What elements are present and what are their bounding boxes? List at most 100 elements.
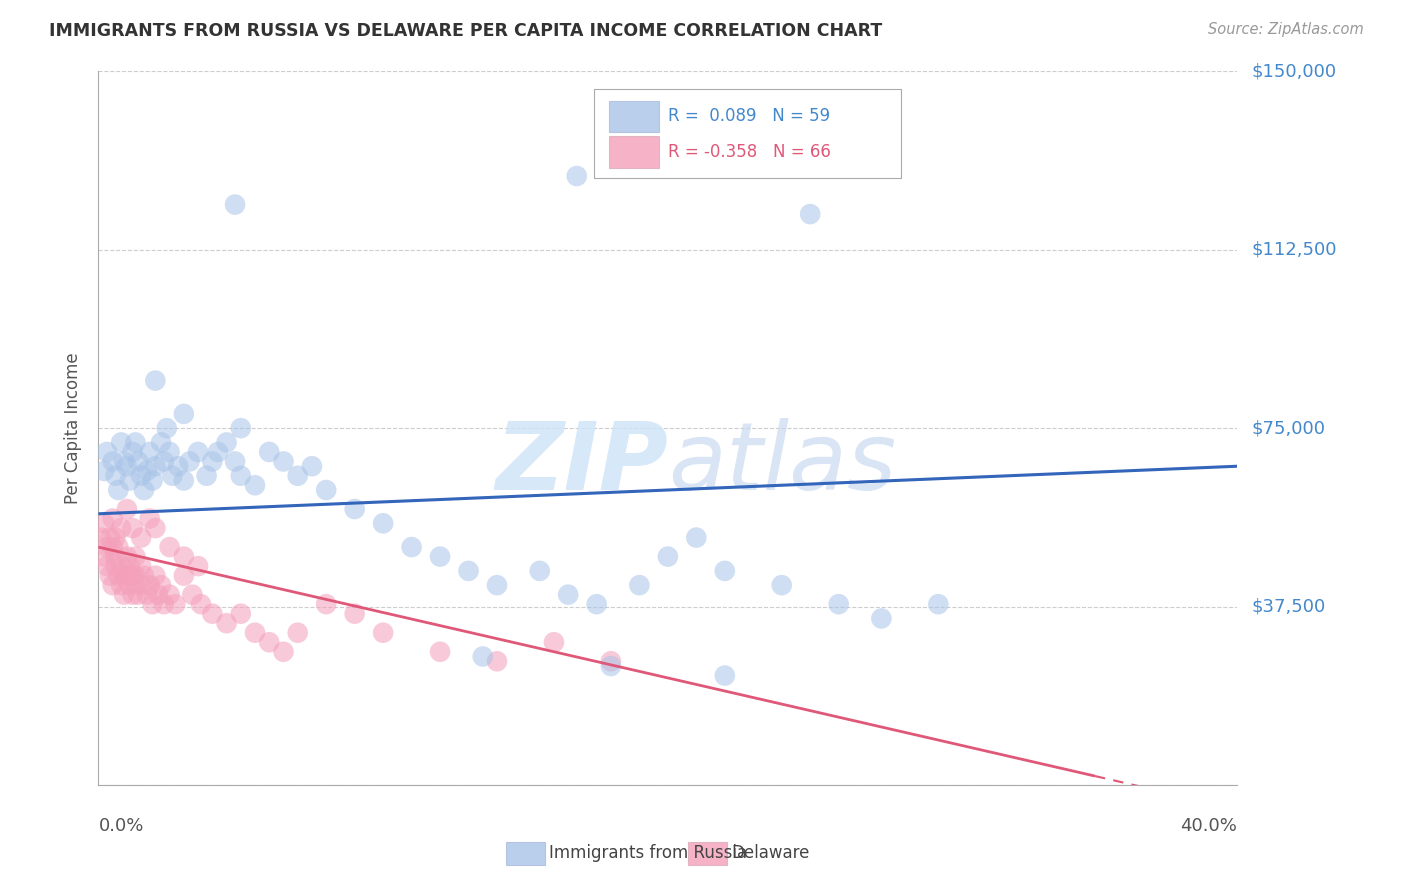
Point bbox=[373, 625, 395, 640]
Text: Source: ZipAtlas.com: Source: ZipAtlas.com bbox=[1208, 22, 1364, 37]
Point bbox=[124, 435, 146, 450]
Point bbox=[115, 568, 138, 582]
Point bbox=[110, 435, 132, 450]
Point bbox=[167, 459, 190, 474]
Point bbox=[457, 564, 479, 578]
Point bbox=[124, 568, 146, 582]
Point bbox=[799, 207, 821, 221]
FancyBboxPatch shape bbox=[689, 842, 727, 865]
FancyBboxPatch shape bbox=[609, 101, 659, 132]
Point bbox=[207, 445, 229, 459]
Point bbox=[93, 464, 115, 478]
Point bbox=[150, 435, 173, 450]
Point bbox=[118, 474, 141, 488]
Point bbox=[373, 516, 395, 531]
Point bbox=[127, 454, 149, 468]
Point bbox=[112, 568, 135, 582]
Point bbox=[110, 578, 132, 592]
Point bbox=[124, 549, 146, 564]
Text: IMMIGRANTS FROM RUSSIA VS DELAWARE PER CAPITA INCOME CORRELATION CHART: IMMIGRANTS FROM RUSSIA VS DELAWARE PER C… bbox=[49, 22, 883, 40]
Point bbox=[315, 597, 337, 611]
Point bbox=[153, 597, 176, 611]
Point bbox=[112, 454, 135, 468]
Point bbox=[132, 483, 155, 497]
FancyBboxPatch shape bbox=[593, 89, 901, 178]
Point bbox=[179, 454, 201, 468]
Point bbox=[224, 197, 246, 211]
Point bbox=[173, 568, 195, 582]
Point bbox=[107, 483, 129, 497]
Point bbox=[201, 454, 224, 468]
Text: ZIP: ZIP bbox=[495, 417, 668, 510]
Point bbox=[115, 549, 138, 564]
Point bbox=[215, 616, 238, 631]
Point bbox=[187, 445, 209, 459]
Point bbox=[121, 568, 143, 582]
Point bbox=[486, 578, 509, 592]
Point bbox=[173, 549, 195, 564]
Point bbox=[259, 445, 281, 459]
Point bbox=[243, 478, 266, 492]
Point bbox=[471, 649, 494, 664]
Point bbox=[229, 421, 252, 435]
Text: Immigrants from Russia: Immigrants from Russia bbox=[550, 845, 748, 863]
Point bbox=[129, 531, 152, 545]
Point bbox=[429, 645, 451, 659]
Point bbox=[201, 607, 224, 621]
Text: R = -0.358   N = 66: R = -0.358 N = 66 bbox=[668, 143, 831, 161]
Text: Delaware: Delaware bbox=[731, 845, 810, 863]
Text: $37,500: $37,500 bbox=[1251, 598, 1326, 615]
Point bbox=[162, 468, 184, 483]
Point bbox=[543, 635, 565, 649]
Point bbox=[343, 502, 366, 516]
Point bbox=[118, 578, 141, 592]
Point bbox=[96, 540, 118, 554]
Text: $75,000: $75,000 bbox=[1251, 419, 1326, 437]
Point bbox=[121, 521, 143, 535]
Point bbox=[287, 625, 309, 640]
Point bbox=[315, 483, 337, 497]
Point bbox=[107, 540, 129, 554]
Point bbox=[135, 464, 157, 478]
Point bbox=[104, 468, 127, 483]
Point bbox=[828, 597, 851, 611]
Point bbox=[127, 588, 149, 602]
Point bbox=[486, 654, 509, 668]
Point bbox=[93, 516, 115, 531]
Point bbox=[159, 445, 181, 459]
Point bbox=[770, 578, 793, 592]
Point bbox=[129, 559, 152, 574]
Point bbox=[110, 559, 132, 574]
Point bbox=[98, 531, 121, 545]
Point bbox=[273, 645, 295, 659]
Point bbox=[657, 549, 679, 564]
Point bbox=[224, 454, 246, 468]
Point bbox=[529, 564, 551, 578]
Point bbox=[96, 445, 118, 459]
Point bbox=[148, 588, 170, 602]
Point bbox=[96, 559, 118, 574]
Point bbox=[287, 468, 309, 483]
Point bbox=[685, 531, 707, 545]
Point bbox=[121, 588, 143, 602]
Point bbox=[190, 597, 212, 611]
Point bbox=[273, 454, 295, 468]
Point bbox=[118, 559, 141, 574]
Point bbox=[101, 540, 124, 554]
Point bbox=[145, 568, 167, 582]
Point bbox=[98, 568, 121, 582]
Point bbox=[107, 568, 129, 582]
Point bbox=[101, 454, 124, 468]
Text: 40.0%: 40.0% bbox=[1181, 817, 1237, 835]
Point bbox=[121, 445, 143, 459]
Point bbox=[401, 540, 423, 554]
Point bbox=[173, 407, 195, 421]
Point bbox=[101, 511, 124, 525]
Point bbox=[159, 540, 181, 554]
Point bbox=[112, 588, 135, 602]
Point bbox=[600, 659, 623, 673]
Point bbox=[585, 597, 607, 611]
Point bbox=[927, 597, 949, 611]
Point bbox=[153, 454, 176, 468]
Point bbox=[628, 578, 651, 592]
